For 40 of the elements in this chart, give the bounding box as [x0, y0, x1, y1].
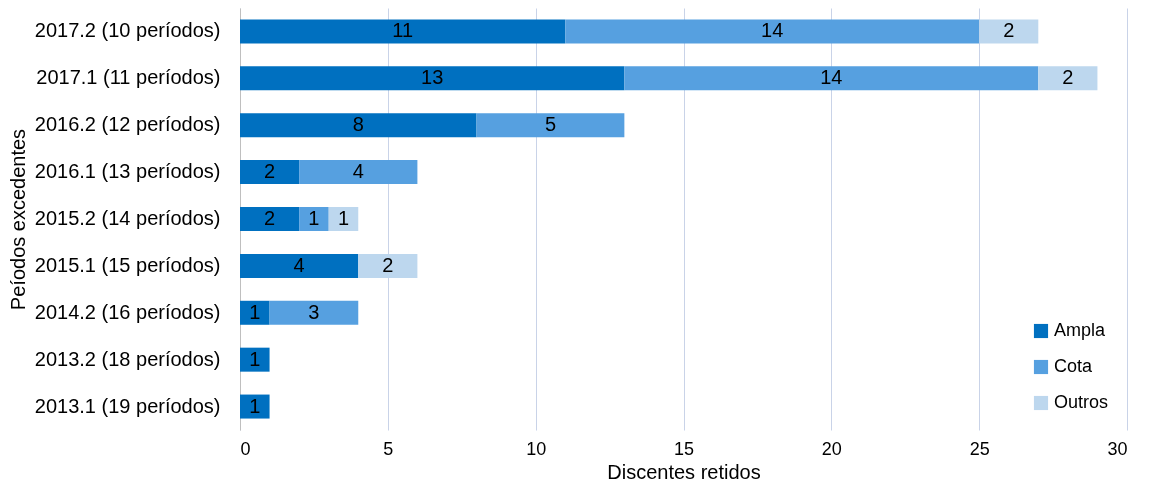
y-tick-label: 2013.1 (19 períodos) [34, 394, 221, 417]
x-tick-label: 5 [383, 438, 394, 459]
data-label: 14 [820, 66, 843, 89]
data-label: 3 [308, 300, 320, 323]
y-tick-label: 2016.1 (13 períodos) [34, 160, 221, 183]
x-tick-label: 0 [240, 438, 251, 459]
data-label: 2 [264, 207, 276, 229]
data-label: 14 [761, 19, 784, 42]
data-label: 8 [352, 113, 364, 136]
legend-label: Ampla [1054, 320, 1107, 340]
data-label: 2 [1003, 19, 1015, 42]
data-label: 1 [249, 394, 261, 417]
legend-label: Cota [1054, 356, 1094, 376]
y-tick-label: 2017.2 (10 períodos) [34, 19, 221, 42]
data-label: 2 [382, 253, 394, 276]
data-label: 1 [308, 207, 320, 229]
data-label: 1 [337, 207, 350, 229]
x-axis-title: Discentes retidos [607, 460, 761, 483]
data-label: 2 [1062, 66, 1074, 89]
x-tick-label: 10 [526, 438, 547, 459]
data-label: 11 [392, 19, 413, 42]
y-tick-label: 2013.2 (18 períodos) [34, 347, 221, 370]
data-label: 13 [421, 66, 444, 89]
data-label: 5 [544, 113, 557, 136]
data-label: 4 [352, 160, 364, 183]
data-label: 1 [249, 300, 261, 323]
y-tick-label: 2014.2 (16 períodos) [34, 300, 221, 323]
data-label: 4 [293, 253, 305, 276]
y-tick-label: 2016.2 (12 períodos) [34, 113, 221, 136]
y-tick-label: 2017.1 (11 períodos) [36, 66, 221, 89]
data-label: 2 [264, 160, 276, 183]
legend-label: Outros [1054, 392, 1109, 412]
y-tick-label: 2015.1 (15 períodos) [34, 253, 221, 276]
x-tick-label: 20 [821, 438, 842, 459]
y-axis-title: Peíodos excedentes [6, 128, 29, 311]
data-label: 1 [249, 347, 261, 370]
x-tick-label: 30 [1107, 438, 1128, 459]
y-tick-label: 2015.2 (14 períodos) [34, 207, 221, 229]
x-tick-label: 15 [673, 438, 695, 459]
x-tick-label: 25 [969, 438, 990, 459]
